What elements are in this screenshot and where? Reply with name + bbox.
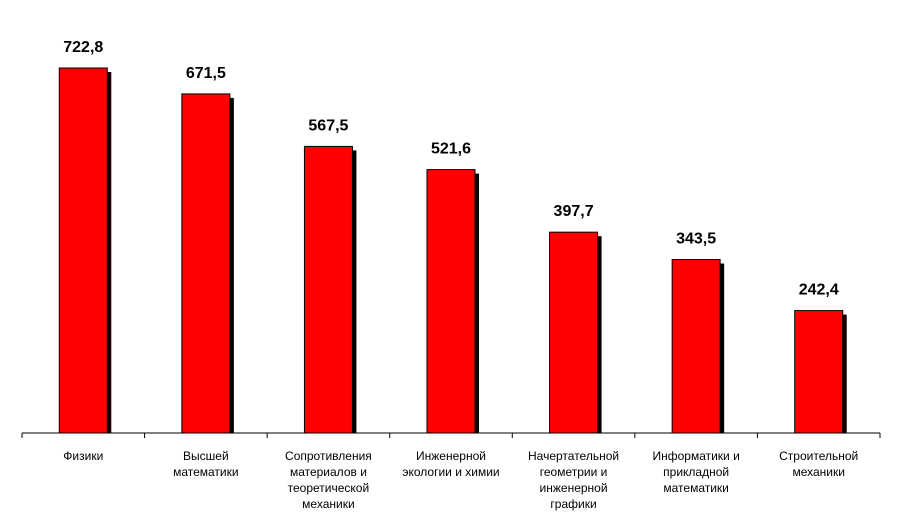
x-tick-label: Сопротивления материалов и теоретической…: [285, 449, 372, 511]
x-tick-label: Информатики и прикладной математики: [652, 449, 740, 495]
bar: [303, 145, 353, 434]
bar: [794, 310, 844, 434]
x-tick-label: Начертательной геометрии и инженерной гр…: [528, 449, 620, 511]
bar: [671, 259, 721, 434]
value-label: 343,5: [676, 231, 716, 248]
value-label: 397,7: [554, 203, 594, 220]
bar: [549, 231, 599, 434]
x-tick-label: Инженерной экологии и химии: [402, 449, 500, 479]
bar: [426, 169, 476, 434]
x-tick-label: Строительной механики: [779, 449, 859, 479]
bar: [58, 67, 108, 434]
x-tick-label: Высшей математики: [173, 449, 239, 479]
x-tick-label: Физики: [63, 449, 104, 463]
value-label: 567,5: [308, 117, 348, 134]
value-label: 671,5: [186, 65, 226, 82]
bar: [181, 93, 231, 434]
value-label: 521,6: [431, 141, 471, 158]
value-label: 722,8: [63, 39, 103, 56]
value-label: 242,4: [799, 282, 839, 299]
